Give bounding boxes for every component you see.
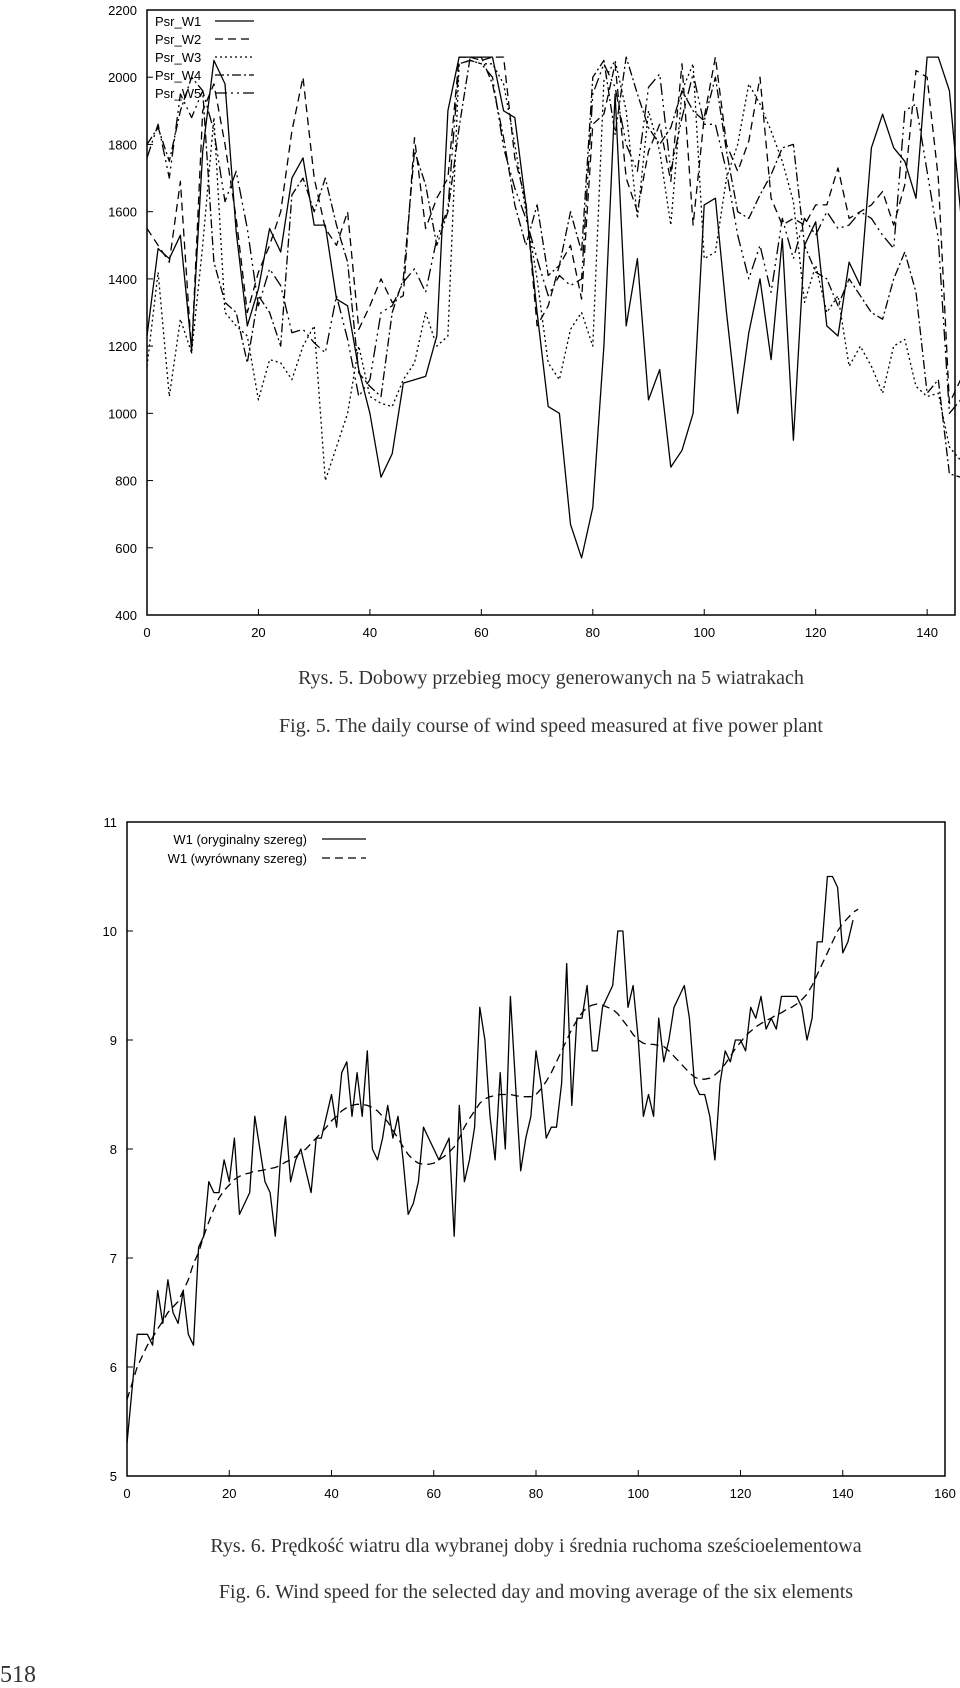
series-line-psr-w3 [146, 59, 960, 482]
chart2-caption-en: Fig. 6. Wind speed for the selected day … [219, 1581, 853, 1603]
series-line-psr-w2 [146, 56, 960, 404]
c2-x-tick-label: 100 [627, 1486, 649, 1501]
series-line-w1-wyr-wnany-szereg- [126, 908, 859, 1400]
c2-x-tick-label: 60 [427, 1486, 441, 1501]
c2-y-tick-label: 9 [110, 1033, 117, 1048]
series-line-psr-w1 [146, 56, 960, 559]
c2-x-tick-label: 20 [222, 1486, 236, 1501]
chart1-plot-frame [146, 9, 956, 616]
c1-y-tick-label: 1600 [108, 205, 137, 220]
series-line-psr-w4 [146, 56, 960, 478]
legend-label: Psr_W5 [155, 86, 201, 101]
legend-label: Psr_W2 [155, 32, 201, 47]
chart1-legend: Psr_W1 Psr_W2 Psr_W3 Psr_W4 Psr_W5 [155, 14, 254, 101]
chart1-caption-en: Fig. 5. The daily course of wind speed m… [279, 715, 823, 737]
chart2-series [126, 875, 859, 1444]
c1-y-tick-label: 2200 [108, 3, 137, 18]
c2-x-tick-label: 0 [123, 1486, 130, 1501]
c1-y-tick-label: 800 [115, 474, 137, 489]
chart2-plot-frame [126, 821, 946, 1477]
c1-x-tick-label: 40 [363, 625, 377, 640]
chart2-caption-pl: Rys. 6. Prędkość wiatru dla wybranej dob… [210, 1535, 861, 1557]
page-number: 518 [0, 1662, 36, 1688]
c1-y-tick-label: 1200 [108, 339, 137, 354]
chart1-caption-pl: Rys. 5. Dobowy przebieg mocy generowanyc… [298, 667, 804, 689]
chart2-legend: W1 (oryginalny szereg) W1 (wyrównany szer… [168, 832, 366, 866]
c1-y-tick-label: 600 [115, 541, 137, 556]
chart-power-five-windmills: 0 20 40 60 80 100 120 140 400 600 800 1000 1200 1400… [108, 3, 960, 737]
c1-x-tick-label: 0 [143, 625, 150, 640]
c1-y-tick-label: 1800 [108, 137, 137, 152]
legend-label: Psr_W1 [155, 14, 201, 29]
legend-label: W1 (wyrównany szereg) [168, 851, 307, 866]
c1-x-tick-label: 140 [916, 625, 938, 640]
series-line-w1-oryginalny-szereg- [126, 875, 854, 1444]
chart1-series [146, 56, 960, 559]
c1-x-tick-label: 120 [805, 625, 827, 640]
c2-x-tick-label: 160 [934, 1486, 956, 1501]
chart1-y-ticks: 400 600 800 1000 1200 1400 1600 1800 2000 2200 [108, 3, 153, 623]
series-line-psr-w5 [146, 59, 960, 414]
chart1-x-ticks: 0 20 40 60 80 100 120 140 [143, 609, 938, 640]
c2-x-tick-label: 140 [832, 1486, 854, 1501]
c1-x-tick-label: 20 [251, 625, 265, 640]
legend-label: Psr_W3 [155, 50, 201, 65]
c1-x-tick-label: 80 [586, 625, 600, 640]
c2-y-tick-label: 6 [110, 1360, 117, 1375]
c2-y-tick-label: 8 [110, 1142, 117, 1157]
c1-y-tick-label: 1000 [108, 406, 137, 421]
c1-y-tick-label: 2000 [108, 70, 137, 85]
c2-x-tick-label: 40 [324, 1486, 338, 1501]
c1-x-tick-label: 60 [474, 625, 488, 640]
legend-label: Psr_W4 [155, 68, 201, 83]
c2-x-tick-label: 80 [529, 1486, 543, 1501]
c2-y-tick-label: 10 [103, 924, 117, 939]
c1-x-tick-label: 100 [693, 625, 715, 640]
c1-y-tick-label: 1400 [108, 272, 137, 287]
chart2-x-ticks: 0 20 40 60 80 100 120 140 160 [123, 1470, 956, 1501]
chart2-y-ticks: 5 6 7 8 9 10 11 [103, 815, 133, 1484]
c2-y-tick-label: 11 [104, 815, 118, 830]
chart-wind-speed-moving-average: 0 20 40 60 80 100 120 140 160 5 6 7 8 9 10 11 W1 (oryg… [103, 815, 956, 1603]
c2-x-tick-label: 120 [730, 1486, 752, 1501]
c2-y-tick-label: 5 [110, 1469, 117, 1484]
c1-y-tick-label: 400 [115, 608, 137, 623]
legend-label: W1 (oryginalny szereg) [173, 832, 307, 847]
c2-y-tick-label: 7 [110, 1251, 117, 1266]
